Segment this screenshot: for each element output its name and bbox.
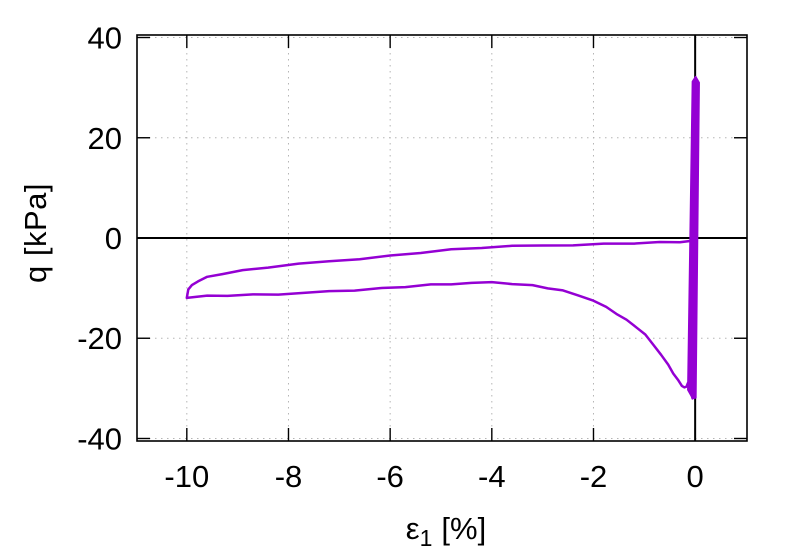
y-axis-title: q [kPa] [18,183,54,283]
y-tick-label: 0 [105,221,122,256]
x-axis-symbol: ε [405,511,420,546]
x-tick-label: -4 [478,459,506,494]
x-tick-label: 0 [687,459,704,494]
y-tick-label: -20 [77,321,122,356]
initial-cycles-band [687,75,700,400]
x-tick-label: -2 [580,459,608,494]
y-axis-title-text: q [kPa] [18,183,53,283]
x-axis-title: ε1 [%] [405,511,487,551]
x-tick-label: -6 [376,459,404,494]
plot-border [136,34,748,442]
hysteresis-loop [185,239,694,400]
x-tick-label: -10 [164,459,209,494]
x-axis-subscript: 1 [419,525,433,551]
y-tick-label: -40 [77,421,122,456]
x-tick-label: -8 [275,459,303,494]
x-axis-unit: [%] [441,511,487,546]
y-tick-label: 40 [88,21,122,56]
y-tick-label: 20 [88,121,122,156]
